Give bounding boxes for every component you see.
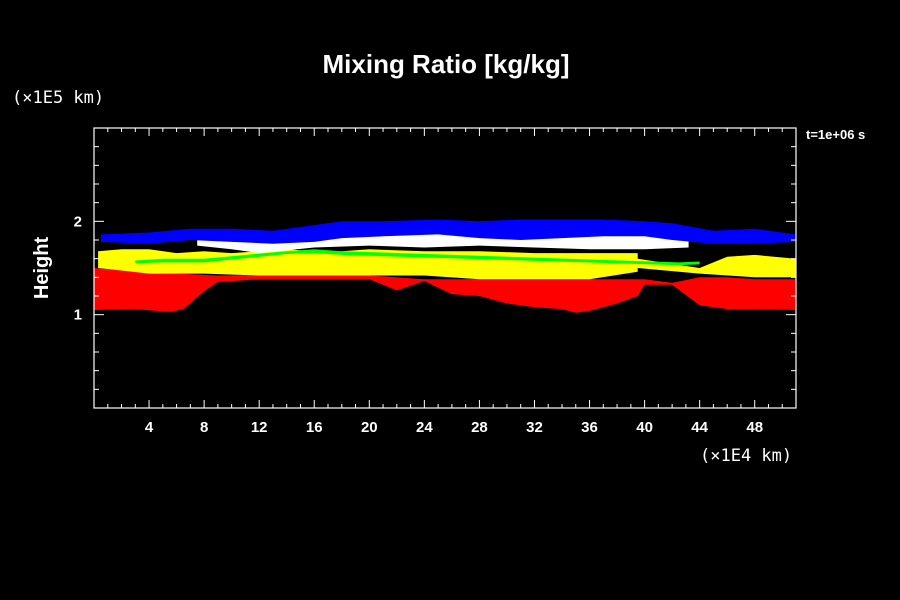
x-unit-label: (×1E4 km) bbox=[700, 446, 792, 466]
x-tick-label: 40 bbox=[636, 419, 653, 436]
band-blue bbox=[100, 219, 796, 244]
band-green bbox=[135, 249, 700, 266]
y-unit-label: (×1E5 km) bbox=[12, 88, 104, 108]
x-tick-label: 28 bbox=[471, 419, 488, 436]
plot-frame bbox=[93, 127, 797, 409]
x-tick-label: 16 bbox=[306, 419, 323, 436]
x-tick-label: 36 bbox=[581, 419, 598, 436]
y-axis-label: Height bbox=[31, 237, 53, 300]
band-yellow bbox=[98, 249, 797, 280]
x-tick-label: 44 bbox=[691, 419, 708, 436]
x-tick-label: 20 bbox=[361, 419, 378, 436]
x-tick-label: 32 bbox=[526, 419, 543, 436]
y-tick-label: 1 bbox=[74, 307, 82, 324]
chart-title: Mixing Ratio [kg/kg] bbox=[323, 49, 570, 79]
x-tick-label: 12 bbox=[251, 419, 268, 436]
band-red bbox=[94, 268, 796, 313]
x-tick-label: 48 bbox=[746, 419, 763, 436]
x-tick-label: 4 bbox=[145, 419, 154, 436]
x-tick-label: 24 bbox=[416, 419, 433, 436]
y-tick-label: 2 bbox=[74, 213, 82, 230]
plot-area bbox=[94, 219, 797, 313]
time-label: t=1e+06 s bbox=[806, 127, 865, 142]
x-tick-label: 8 bbox=[200, 419, 208, 436]
